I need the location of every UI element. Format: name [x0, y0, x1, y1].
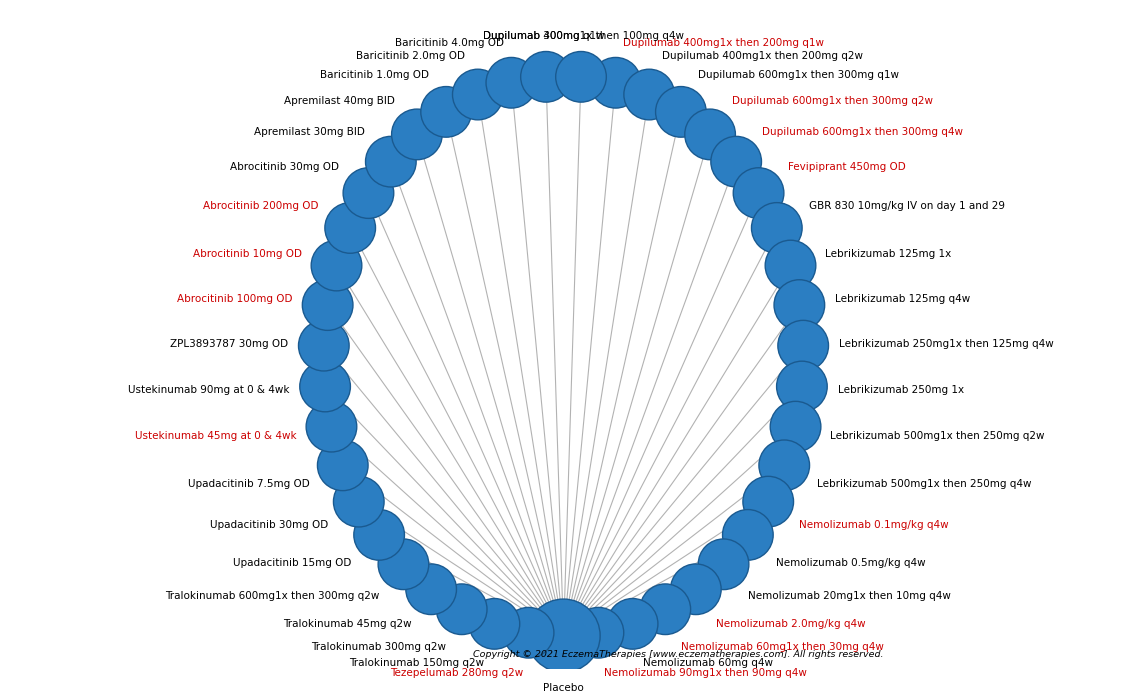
Text: Abrocitinib 200mg OD: Abrocitinib 200mg OD: [203, 202, 318, 211]
Circle shape: [591, 58, 641, 108]
Text: Dupilumab 400mg1x then 200mg q2w: Dupilumab 400mg1x then 200mg q2w: [662, 51, 863, 61]
Text: GBR 830 10mg/kg IV on day 1 and 29: GBR 830 10mg/kg IV on day 1 and 29: [809, 202, 1005, 211]
Circle shape: [556, 51, 606, 102]
Circle shape: [671, 564, 721, 615]
Circle shape: [656, 87, 707, 137]
Circle shape: [504, 607, 553, 658]
Text: ZPL3893787 30mg OD: ZPL3893787 30mg OD: [170, 340, 287, 349]
Circle shape: [453, 69, 503, 120]
Circle shape: [758, 440, 809, 491]
Text: Lebrikizumab 125mg 1x: Lebrikizumab 125mg 1x: [825, 249, 951, 259]
Text: Dupilumab 600mg1x then 300mg q2w: Dupilumab 600mg1x then 300mg q2w: [733, 96, 933, 106]
Circle shape: [752, 202, 802, 253]
Text: Tezepelumab 280mg q2w: Tezepelumab 280mg q2w: [390, 668, 523, 678]
Text: Fevipiprant 450mg OD: Fevipiprant 450mg OD: [788, 162, 906, 172]
Circle shape: [711, 137, 762, 187]
Circle shape: [685, 109, 736, 159]
Circle shape: [365, 137, 416, 187]
Circle shape: [778, 320, 828, 371]
Text: Nemolizumab 20mg1x then 10mg q4w: Nemolizumab 20mg1x then 10mg q4w: [747, 591, 950, 601]
Circle shape: [607, 599, 658, 649]
Text: Nemolizumab 0.5mg/kg q4w: Nemolizumab 0.5mg/kg q4w: [775, 558, 925, 568]
Circle shape: [299, 320, 349, 371]
Text: Lebrikizumab 250mg 1x: Lebrikizumab 250mg 1x: [837, 385, 964, 396]
Text: Abrocitinib 100mg OD: Abrocitinib 100mg OD: [177, 294, 292, 304]
Circle shape: [774, 280, 825, 331]
Text: Upadacitinib 15mg OD: Upadacitinib 15mg OD: [233, 558, 352, 568]
Circle shape: [765, 240, 816, 291]
Circle shape: [436, 584, 487, 635]
Text: Baricitinib 4.0mg OD: Baricitinib 4.0mg OD: [394, 37, 504, 48]
Text: Apremilast 30mg BID: Apremilast 30mg BID: [254, 127, 365, 137]
Text: Dupilumab 400mg1x then 100mg q4w: Dupilumab 400mg1x then 100mg q4w: [483, 31, 684, 41]
Text: Dupilumab 600mg1x then 300mg q1w: Dupilumab 600mg1x then 300mg q1w: [699, 71, 899, 80]
Text: Nemolizumab 2.0mg/kg q4w: Nemolizumab 2.0mg/kg q4w: [716, 620, 866, 629]
Circle shape: [420, 87, 471, 137]
Text: Upadacitinib 30mg OD: Upadacitinib 30mg OD: [210, 520, 328, 530]
Circle shape: [777, 361, 827, 412]
Text: Placebo: Placebo: [543, 683, 584, 693]
Circle shape: [734, 168, 784, 218]
Text: Nemolizumab 0.1mg/kg q4w: Nemolizumab 0.1mg/kg q4w: [799, 520, 949, 530]
Text: Upadacitinib 7.5mg OD: Upadacitinib 7.5mg OD: [188, 480, 310, 489]
Text: Ustekinumab 90mg at 0 & 4wk: Ustekinumab 90mg at 0 & 4wk: [127, 385, 290, 396]
Text: Lebrikizumab 500mg1x then 250mg q2w: Lebrikizumab 500mg1x then 250mg q2w: [831, 431, 1045, 441]
Circle shape: [318, 440, 369, 491]
Text: Dupilumab 300mg q1w: Dupilumab 300mg q1w: [482, 31, 604, 41]
Circle shape: [574, 607, 623, 658]
Circle shape: [300, 361, 350, 412]
Circle shape: [743, 476, 793, 527]
Text: Nemolizumab 90mg1x then 90mg q4w: Nemolizumab 90mg1x then 90mg q4w: [604, 668, 807, 678]
Circle shape: [469, 599, 520, 649]
Circle shape: [521, 51, 571, 102]
Circle shape: [722, 509, 773, 560]
Circle shape: [624, 69, 674, 120]
Circle shape: [307, 401, 357, 452]
Text: Nemolizumab 60mg q4w: Nemolizumab 60mg q4w: [644, 658, 773, 668]
Circle shape: [311, 240, 362, 291]
Circle shape: [406, 564, 456, 615]
Circle shape: [699, 539, 748, 590]
Text: Lebrikizumab 500mg1x then 250mg q4w: Lebrikizumab 500mg1x then 250mg q4w: [817, 480, 1032, 489]
Text: Baricitinib 1.0mg OD: Baricitinib 1.0mg OD: [320, 71, 428, 80]
Text: Abrocitinib 30mg OD: Abrocitinib 30mg OD: [230, 162, 339, 172]
Circle shape: [354, 509, 405, 560]
Text: Dupilumab 600mg1x then 300mg q4w: Dupilumab 600mg1x then 300mg q4w: [762, 127, 964, 137]
Circle shape: [526, 599, 601, 672]
Text: Tralokinumab 150mg q2w: Tralokinumab 150mg q2w: [349, 658, 483, 668]
Text: Tralokinumab 600mg1x then 300mg q2w: Tralokinumab 600mg1x then 300mg q2w: [165, 591, 380, 601]
Circle shape: [343, 168, 393, 218]
Text: Lebrikizumab 250mg1x then 125mg q4w: Lebrikizumab 250mg1x then 125mg q4w: [840, 340, 1054, 349]
Circle shape: [391, 109, 442, 159]
Text: Abrocitinib 10mg OD: Abrocitinib 10mg OD: [194, 249, 302, 259]
Text: Apremilast 40mg BID: Apremilast 40mg BID: [284, 96, 394, 106]
Text: Ustekinumab 45mg at 0 & 4wk: Ustekinumab 45mg at 0 & 4wk: [135, 431, 296, 441]
Circle shape: [334, 476, 384, 527]
Circle shape: [640, 584, 691, 635]
Text: Tralokinumab 300mg q2w: Tralokinumab 300mg q2w: [311, 642, 446, 652]
Text: Baricitinib 2.0mg OD: Baricitinib 2.0mg OD: [356, 51, 465, 61]
Text: Lebrikizumab 125mg q4w: Lebrikizumab 125mg q4w: [835, 294, 970, 304]
Text: Nemolizumab 60mg1x then 30mg q4w: Nemolizumab 60mg1x then 30mg q4w: [681, 642, 884, 652]
Circle shape: [302, 280, 353, 331]
Text: Tralokinumab 45mg q2w: Tralokinumab 45mg q2w: [283, 620, 411, 629]
Circle shape: [486, 58, 536, 108]
Text: Copyright © 2021 EczemaTherapies [www.eczematherapies.com]. All rights reserved.: Copyright © 2021 EczemaTherapies [www.ec…: [473, 650, 884, 659]
Circle shape: [379, 539, 428, 590]
Text: Dupilumab 400mg1x then 200mg q1w: Dupilumab 400mg1x then 200mg q1w: [623, 37, 825, 48]
Circle shape: [325, 202, 375, 253]
Circle shape: [770, 401, 820, 452]
